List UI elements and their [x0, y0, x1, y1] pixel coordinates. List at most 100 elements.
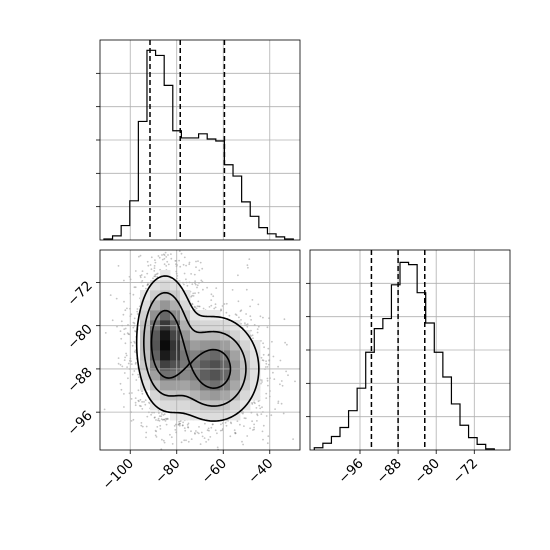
density-cell — [160, 300, 171, 311]
scatter-point — [104, 332, 107, 334]
density-cell — [220, 360, 231, 371]
scatter-point — [251, 334, 254, 337]
scatter-point — [130, 341, 133, 344]
scatter-point — [190, 295, 193, 298]
scatter-point — [123, 406, 125, 408]
scatter-point — [163, 413, 166, 416]
scatter-point — [138, 255, 140, 258]
scatter-point — [153, 265, 156, 267]
scatter-point — [162, 253, 165, 256]
scatter-point — [157, 417, 160, 420]
scatter-point — [210, 293, 213, 296]
scatter-point — [220, 309, 223, 312]
density-cell — [230, 360, 241, 371]
scatter-point — [158, 415, 161, 417]
density-cell — [180, 320, 191, 331]
scatter-point — [201, 267, 204, 270]
scatter-point — [257, 303, 260, 306]
scatter-point — [195, 266, 197, 269]
scatter-point — [266, 326, 269, 329]
scatter-point — [178, 250, 181, 253]
density-cell — [220, 390, 231, 401]
scatter-point — [251, 299, 254, 301]
density-cell — [150, 350, 161, 361]
scatter-point — [134, 363, 137, 365]
scatter-point — [210, 304, 213, 307]
scatter-point — [143, 276, 146, 278]
density-cell — [180, 380, 191, 391]
scatter-point — [183, 283, 185, 286]
scatter-point — [159, 428, 162, 430]
scatter-point — [265, 415, 268, 417]
scatter-point — [145, 431, 148, 434]
scatter-point — [262, 438, 264, 441]
scatter-point — [163, 441, 166, 444]
density-cell — [140, 330, 151, 341]
scatter-point — [223, 303, 226, 305]
scatter-point — [161, 254, 163, 256]
scatter-point — [184, 429, 187, 432]
scatter-point — [165, 423, 168, 426]
hist-y-histogram — [313, 261, 495, 450]
scatter-point — [277, 400, 280, 403]
scatter-point — [136, 310, 139, 313]
scatter-point — [207, 438, 210, 441]
scatter-point — [267, 347, 270, 350]
density-cell — [170, 280, 181, 291]
scatter-point — [245, 313, 248, 315]
scatter-point — [277, 365, 279, 368]
scatter-point — [121, 365, 124, 368]
scatter-point — [211, 423, 214, 426]
density-cell — [210, 360, 221, 371]
scatter-point — [210, 426, 213, 429]
hist-y-panel: −96 −88 −80 −72 — [306, 249, 511, 487]
scatter-point — [198, 269, 201, 272]
scatter-point — [130, 398, 133, 400]
scatter-point — [277, 402, 280, 404]
density-cell — [140, 310, 151, 321]
scatter-point — [145, 425, 148, 428]
scatter-point — [135, 379, 138, 381]
scatter-point — [246, 323, 249, 325]
density-cell — [250, 360, 261, 371]
density-cell — [210, 350, 221, 361]
density-cell — [210, 390, 221, 401]
scatter-point — [253, 401, 255, 404]
scatter-point — [155, 436, 158, 438]
scatter-point — [141, 280, 144, 282]
scatter-point — [134, 286, 137, 289]
scatter-point — [144, 399, 147, 401]
scatter-point — [146, 260, 149, 263]
scatter-point — [125, 352, 127, 355]
scatter-point — [242, 443, 245, 446]
xtick-label: −72 — [450, 456, 481, 487]
scatter-point — [147, 283, 149, 286]
ytick-label: −72 — [64, 278, 95, 309]
density-cell — [200, 310, 211, 321]
density-cell — [160, 360, 171, 371]
density-cell — [190, 390, 201, 401]
joint-panel: −100 −80 −60 −40 −72 −80 −88 −96 — [64, 249, 301, 493]
scatter-point — [230, 422, 233, 425]
scatter-point — [221, 429, 224, 432]
scatter-point — [150, 268, 153, 271]
scatter-point — [286, 343, 288, 346]
scatter-point — [179, 420, 182, 423]
scatter-point — [267, 435, 270, 438]
scatter-point — [155, 273, 158, 276]
scatter-point — [156, 272, 159, 275]
scatter-point — [193, 273, 196, 276]
scatter-point — [194, 433, 196, 435]
scatter-point — [141, 392, 144, 395]
scatter-point — [126, 332, 129, 334]
joint-density-cells — [140, 270, 261, 421]
xtick-label: −80 — [152, 456, 183, 487]
scatter-point — [258, 404, 261, 407]
density-cell — [210, 340, 221, 351]
scatter-point — [193, 305, 196, 308]
scatter-point — [163, 418, 166, 421]
scatter-point — [167, 263, 170, 266]
scatter-point — [179, 265, 182, 268]
scatter-point — [141, 390, 143, 393]
scatter-point — [133, 350, 136, 353]
